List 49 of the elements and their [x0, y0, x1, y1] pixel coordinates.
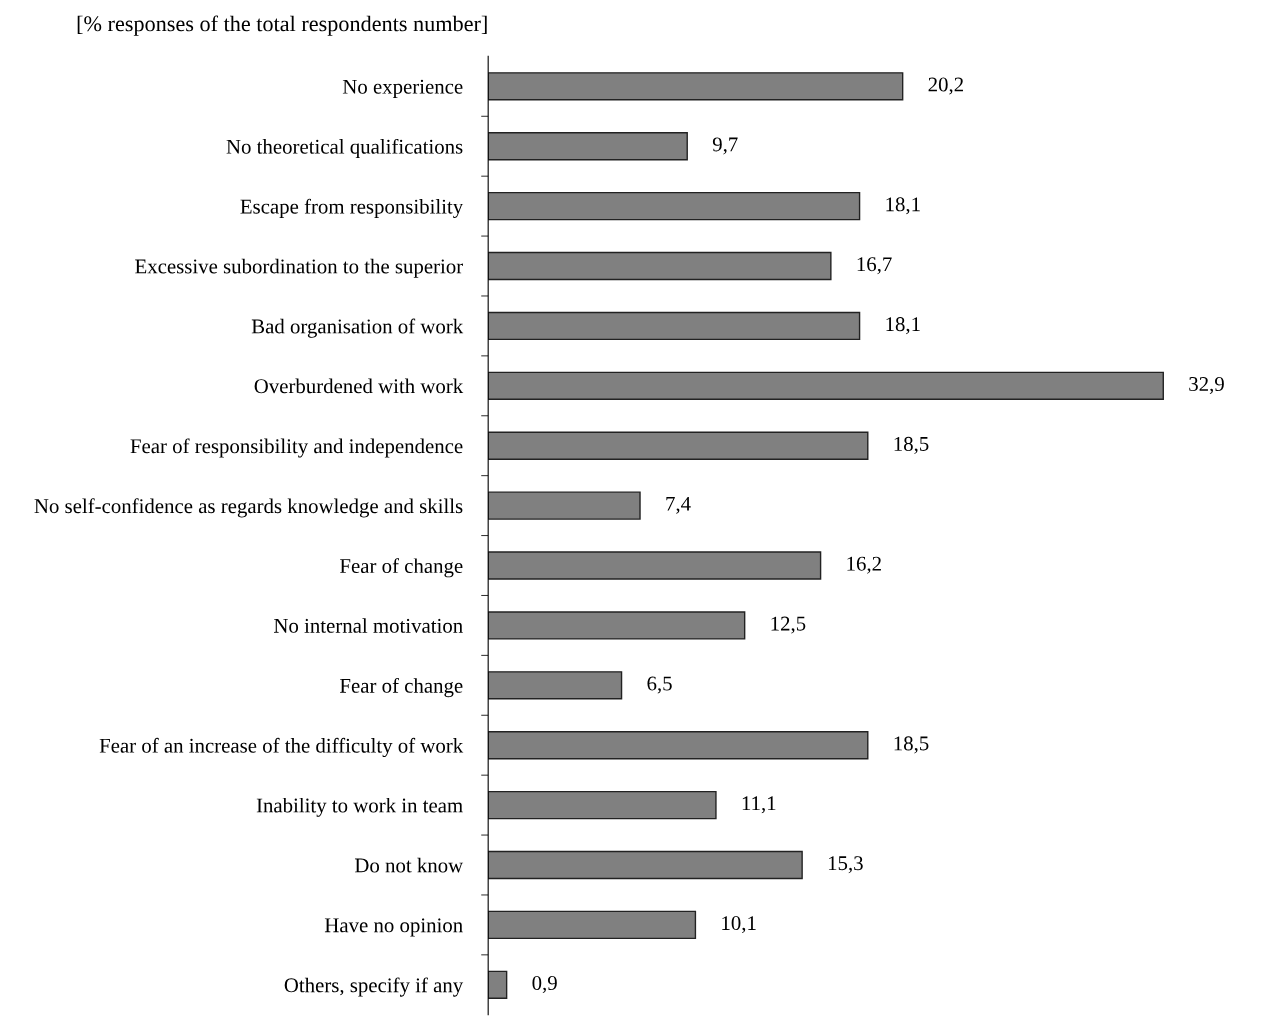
- y-tick-label: Inability to work in team: [256, 797, 463, 817]
- y-tick-label: Bad organisation of work: [251, 318, 464, 338]
- y-tick-label: Escape from responsibility: [240, 198, 464, 218]
- y-tick-label: Fear of change: [340, 558, 463, 578]
- data-label: 9,7: [712, 137, 738, 155]
- bar: [488, 72, 904, 101]
- bar: [488, 910, 697, 940]
- bar: [488, 491, 641, 520]
- y-tick-label: Fear of change: [340, 677, 463, 698]
- bar: [488, 191, 861, 221]
- data-label: 18,5: [894, 436, 929, 454]
- data-label: 15,3: [828, 856, 863, 874]
- bar: [488, 850, 803, 880]
- y-tick-label: Fear of an increase of the difficulty of work: [99, 737, 464, 758]
- y-tick-label: No theoretical qualifications: [226, 138, 463, 158]
- data-label: 18,1: [886, 317, 920, 335]
- bar: [488, 731, 869, 760]
- data-label: 7,4: [666, 496, 691, 514]
- data-label: 16,7: [857, 257, 892, 275]
- bar: [488, 790, 717, 820]
- bar: [488, 371, 1164, 400]
- text: [% responses of the total respondents number]: [77, 15, 487, 36]
- data-label: 20,2: [928, 77, 963, 95]
- bar: [488, 311, 861, 341]
- data-label: 0,9: [532, 975, 557, 994]
- data-label: 18,5: [894, 736, 929, 754]
- y-tick-label: Others, specify if any: [284, 977, 464, 997]
- data-label: 11,1: [742, 796, 776, 814]
- y-tick-label: No internal motivation: [274, 618, 463, 633]
- data-label: 12,5: [771, 616, 806, 634]
- bar: [488, 611, 746, 640]
- bar: [488, 251, 832, 281]
- y-tick-label: Have no opinion: [324, 918, 463, 937]
- y-tick-label: Fear of responsibility and independence: [130, 438, 463, 458]
- bar: [488, 970, 508, 999]
- data-label: 32,9: [1189, 377, 1224, 395]
- bar: [488, 551, 822, 580]
- y-tick-label: No self-confidence as regards knowledge and skills: [34, 498, 463, 518]
- data-label: 6,5: [647, 676, 672, 694]
- y-tick-label: Do not know: [354, 857, 464, 873]
- bar: [488, 431, 869, 460]
- bar: [488, 671, 623, 700]
- y-tick-label: Excessive subordination to the superior: [135, 258, 463, 278]
- bar: [488, 132, 688, 161]
- y-tick-label: Overburdened with work: [254, 378, 464, 394]
- data-label: 18,1: [886, 197, 920, 215]
- data-label: 16,2: [847, 556, 881, 574]
- y-tick-label: No experience: [342, 79, 463, 98]
- data-label: 10,1: [722, 916, 756, 934]
